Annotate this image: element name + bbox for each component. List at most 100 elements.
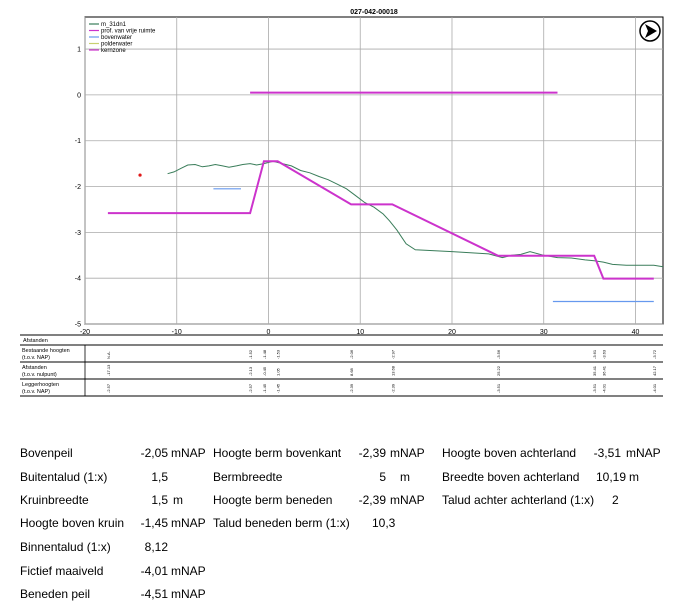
table-row-label: Bestaande hoogten [22, 348, 70, 354]
y-tick-labels: 1 0 -1 -2 -3 -4 -5 [75, 47, 81, 329]
kruinbreedte-unit: m [173, 493, 183, 507]
legend-label: prof. van vrije ruimte [101, 29, 156, 35]
table-value: -1.45 [276, 383, 281, 393]
achterland-hoogte-label: Hoogte boven achterland [442, 446, 577, 460]
y-tick-label: -3 [75, 230, 81, 237]
legend-label: m_31dn1 [101, 22, 127, 28]
table-value: 8.68 [349, 367, 354, 376]
y-tick-label: -4 [75, 276, 81, 283]
table-value: -2.97 [390, 349, 395, 359]
legend-label: polderwater [101, 42, 132, 48]
legend-label: kernzone [101, 48, 126, 54]
berm-beneden-value: -2,39 [358, 493, 386, 507]
berm-boven-unit: mNAP [390, 446, 425, 460]
x-tick-label: 30 [540, 329, 548, 336]
fictief-value: -4,01 [140, 564, 168, 578]
x-tick-labels: -20 -10 0 10 20 30 40 [80, 329, 640, 336]
table-value: -2.39 [349, 383, 354, 393]
table-value: -1.53 [276, 349, 281, 359]
table-value: -3.63 [601, 349, 606, 359]
table-value: -2.39 [390, 383, 395, 393]
plot-area [84, 16, 664, 325]
hoogte-kruin-label: Hoogte boven kruin [20, 516, 125, 530]
berm-boven-label: Hoogte berm bovenkant [213, 446, 342, 460]
achterland-breedte-unit: m [629, 470, 639, 484]
y-tick-label: -2 [75, 184, 81, 191]
x-tick-label: 40 [632, 329, 640, 336]
table-value: -0.45 [262, 366, 267, 376]
table-value: -2.06 [349, 349, 354, 359]
table-value: -1.48 [262, 349, 267, 359]
table-row-sublabel: (t.o.v. NAP) [22, 355, 50, 361]
bermbreedte-unit: m [400, 470, 410, 484]
x-tick-label: 10 [356, 329, 364, 336]
x-tick-label: -10 [172, 329, 182, 336]
achterland-hoogte-value: -3,51 [593, 446, 621, 460]
hoogte-kruin-value: -1,45 [140, 516, 168, 530]
table-value: N.A. [106, 351, 111, 359]
table-value: -3.72 [652, 349, 657, 359]
cross-section-chart: 027-042-00018 -2 0 -10 0 10 20 30 40 1 0 -1 -2 -3 -4… [20, 9, 664, 397]
binnentalud-label: Binnentalud (1:x) [20, 540, 111, 554]
bermbreedte-value: 5 [379, 470, 386, 484]
table-value: 1.05 [276, 367, 281, 376]
binnentalud-value: 8,12 [144, 540, 168, 554]
table-value: -1.45 [262, 383, 267, 393]
berm-beneden-unit: mNAP [390, 493, 425, 507]
fictief-label: Fictief maaiveld [20, 564, 104, 578]
table-value: -2.57 [106, 383, 111, 393]
y-tick-label: -1 [75, 138, 81, 145]
x-tick-label: 20 [448, 329, 456, 336]
marker-point [138, 173, 142, 177]
beneden-label: Beneden peil [20, 587, 91, 601]
x-tick-label: 0 [267, 329, 271, 336]
berm-boven-value: -2,39 [358, 446, 386, 460]
table-value: -1.52 [248, 349, 253, 359]
kruinbreedte-label: Kruinbreedte [20, 493, 89, 507]
table-value: -3.61 [592, 349, 597, 359]
table-value: 25.22 [496, 365, 501, 376]
achterland-talud-label: Talud achter achterland (1:x) [442, 493, 595, 507]
bovenpeil-label: Bovenpeil [20, 446, 73, 460]
hoogte-kruin-unit: mNAP [171, 516, 206, 530]
achterland-breedte-value: 10,19 [595, 470, 626, 484]
table-value: -17.13 [106, 364, 111, 376]
table-value: -2.13 [248, 366, 253, 376]
table-row-label: Afstanden [22, 365, 47, 371]
chart-title: 027-042-00018 [350, 9, 398, 16]
series-m-31dn1 [167, 160, 664, 268]
table-header: Afstanden [23, 338, 48, 344]
berm-beneden-label: Hoogte berm beneden [213, 493, 333, 507]
beneden-unit: mNAP [171, 587, 206, 601]
fictief-unit: mNAP [171, 564, 206, 578]
bovenpeil-unit: mNAP [171, 446, 206, 460]
table-value: -3.51 [496, 383, 501, 393]
table-value: -4.01 [601, 383, 606, 393]
table-value: -2.57 [248, 383, 253, 393]
beneden-value: -4,51 [140, 587, 168, 601]
series-layer [107, 91, 664, 303]
table-row-sublabel: (t.o.v. nulpunt) [22, 372, 57, 378]
table-value: 13.68 [390, 365, 395, 376]
buitentalud-label: Buitentalud (1:x) [20, 470, 108, 484]
table-row-label: Leggerhoogten [22, 382, 59, 388]
table-value: 36.41 [601, 365, 606, 376]
table-value: 42.17 [652, 365, 657, 376]
buitentalud-value: 1,5 [151, 470, 168, 484]
table-row-sublabel: (t.o.v. NAP) [22, 389, 50, 395]
kruinbreedte-value: 1,5 [151, 493, 168, 507]
y-tick-label: -5 [75, 322, 81, 329]
y-tick-label: 1 [77, 47, 81, 54]
bermbreedte-label: Bermbreedte [213, 470, 283, 484]
table-value: -4.01 [652, 383, 657, 393]
y-tick-label: 0 [77, 92, 81, 99]
series-kernzone [107, 160, 654, 280]
achterland-hoogte-unit: mNAP [626, 446, 661, 460]
legend-label: bovenwater [101, 35, 132, 41]
talud-berm-label: Talud beneden berm (1:x) [213, 516, 350, 530]
north-arrow-icon [639, 20, 661, 42]
table-value: -3.56 [496, 349, 501, 359]
table-value: -3.51 [592, 383, 597, 393]
